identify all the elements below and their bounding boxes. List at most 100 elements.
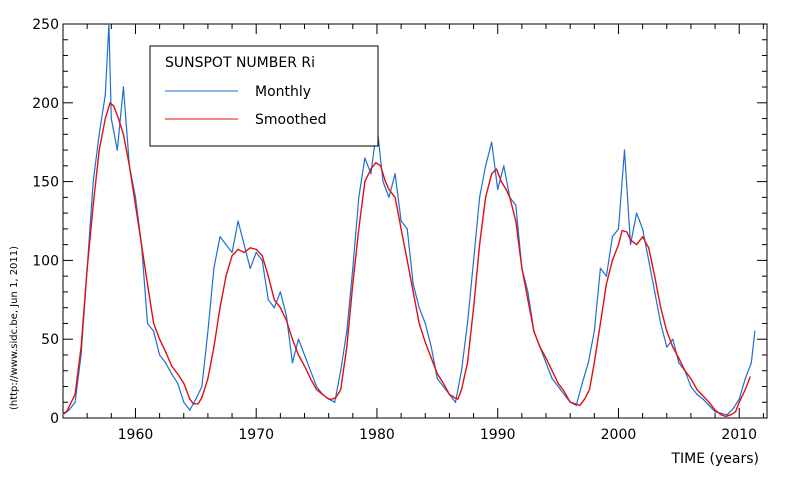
data-point	[714, 411, 716, 413]
data-point	[165, 351, 167, 353]
data-point	[479, 196, 481, 198]
data-point	[599, 267, 602, 269]
data-point	[749, 376, 751, 378]
data-point	[134, 196, 137, 198]
data-point	[68, 409, 70, 411]
data-point	[183, 401, 185, 403]
data-point	[122, 86, 124, 88]
data-point	[117, 118, 120, 120]
data-point	[714, 409, 716, 411]
data-point	[110, 118, 112, 120]
data-point	[384, 181, 386, 183]
data-point	[500, 181, 502, 183]
data-point	[690, 378, 692, 380]
data-point	[732, 407, 734, 410]
data-point	[189, 398, 191, 400]
data-point	[654, 291, 656, 293]
data-point	[267, 299, 269, 301]
y-tick-label: 200	[32, 96, 59, 112]
data-point	[533, 330, 535, 332]
data-point	[297, 338, 300, 340]
data-point	[177, 382, 179, 384]
data-point	[358, 228, 360, 230]
data-point	[279, 291, 281, 293]
data-point	[225, 275, 227, 277]
data-point	[309, 370, 312, 372]
data-point	[527, 291, 529, 293]
data-point	[473, 307, 475, 309]
data-point	[551, 378, 553, 380]
data-point	[122, 133, 124, 135]
data-point	[503, 165, 505, 167]
data-point	[412, 291, 414, 293]
data-point	[424, 341, 426, 343]
data-point	[497, 188, 499, 191]
data-point	[473, 259, 475, 261]
data-point	[754, 330, 756, 332]
data-point	[231, 255, 233, 257]
data-point	[611, 259, 614, 261]
data-point	[86, 267, 88, 269]
data-point	[744, 378, 746, 380]
x-tick-label: 1960	[118, 427, 154, 443]
data-point	[720, 414, 722, 416]
data-point	[515, 204, 517, 206]
data-point	[442, 382, 444, 384]
data-point	[303, 354, 306, 356]
series-line-smoothed	[62, 102, 751, 418]
data-point	[331, 398, 333, 400]
data-point	[364, 181, 366, 183]
data-point	[418, 307, 420, 309]
data-point	[460, 389, 463, 391]
data-point	[195, 398, 197, 400]
data-point	[642, 228, 644, 230]
data-point	[505, 188, 507, 191]
data-point	[213, 267, 215, 269]
data-point	[527, 299, 529, 301]
data-point	[696, 389, 698, 391]
x-tick-label: 2000	[601, 427, 637, 443]
data-point	[62, 414, 64, 416]
data-point	[551, 370, 553, 372]
data-point	[738, 398, 740, 400]
data-point	[249, 247, 251, 249]
data-point	[140, 244, 143, 246]
data-point	[303, 365, 306, 367]
data-point	[159, 354, 161, 356]
data-point	[660, 322, 662, 324]
data-point	[219, 236, 221, 238]
data-point	[335, 396, 337, 399]
y-tick-label: 50	[41, 332, 59, 348]
data-point	[231, 251, 233, 254]
y-tick-label: 0	[50, 411, 59, 427]
data-point	[108, 23, 110, 25]
data-point	[539, 346, 541, 348]
plot-area	[62, 23, 768, 419]
data-point	[207, 378, 209, 380]
data-point	[521, 267, 523, 269]
y-tick-label: 150	[32, 175, 59, 191]
data-point	[702, 398, 704, 400]
x-tick-label: 1990	[480, 427, 516, 443]
legend: SUNSPOT NUMBER Ri Monthly Smoothed	[149, 45, 379, 147]
data-point	[358, 196, 360, 198]
data-point	[623, 149, 626, 151]
data-point	[636, 244, 638, 246]
data-point	[153, 330, 155, 332]
data-point	[453, 396, 455, 399]
data-point	[666, 346, 668, 348]
data-point	[448, 393, 450, 395]
data-point	[629, 244, 632, 246]
data-point	[605, 283, 608, 285]
data-point	[285, 319, 287, 321]
data-point	[436, 378, 438, 380]
data-point	[678, 357, 680, 359]
data-point	[406, 259, 408, 261]
data-point	[735, 411, 737, 413]
data-point	[146, 283, 149, 285]
data-point	[557, 385, 559, 388]
data-point	[575, 404, 577, 406]
data-point	[291, 362, 293, 364]
data-point	[291, 338, 293, 340]
data-point	[74, 401, 76, 403]
